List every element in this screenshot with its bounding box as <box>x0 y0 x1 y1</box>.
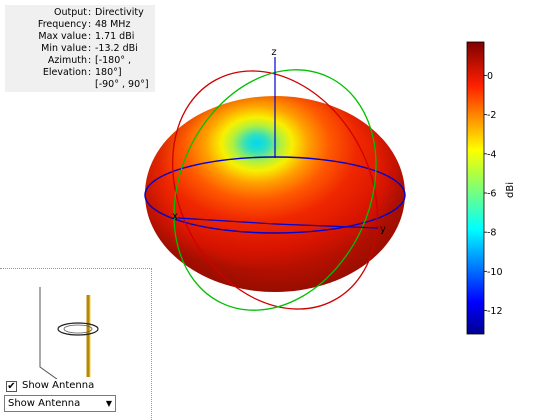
info-row: Azimuth : [-180° , <box>5 55 155 67</box>
info-row: Min value : -13.2 dBi <box>5 43 155 55</box>
info-row: Frequency : 48 MHz <box>5 19 155 31</box>
info-value: 1.71 dBi <box>95 31 135 42</box>
y-axis <box>274 223 379 229</box>
show-antenna-checkbox[interactable]: ✔ <box>6 381 17 392</box>
info-separator: : <box>88 43 92 54</box>
colorbar-tick-label: -10 <box>487 267 503 278</box>
colorbar-unit-label: dBi <box>505 182 516 198</box>
colorbar-tick-label: -8 <box>487 228 496 239</box>
info-value: 180°] <box>95 67 122 78</box>
info-value: 48 MHz <box>95 19 131 30</box>
info-key: Elevation <box>42 67 87 78</box>
info-separator: : <box>88 31 92 42</box>
colorbar-gradient <box>466 41 485 335</box>
info-row: Output : Directivity <box>5 7 155 19</box>
info-row: Elevation : 180°] <box>5 67 155 79</box>
info-value: [-90° , 90°] <box>95 79 149 90</box>
y-axis-label: y <box>380 224 386 235</box>
colorbar-tick-label: -2 <box>487 110 496 121</box>
info-key: Min value <box>41 43 87 54</box>
show-antenna-label: Show Antenna <box>22 380 95 391</box>
antenna-view-dropdown[interactable]: Show Antenna ▼ <box>4 395 116 412</box>
dropdown-selected-value: Show Antenna <box>8 398 81 409</box>
x-axis <box>177 217 276 225</box>
info-key: Azimuth <box>47 55 87 66</box>
info-key: Output <box>54 7 87 18</box>
info-row: [-90° , 90°] <box>5 79 155 91</box>
colorbar-tick-label: -4 <box>487 149 496 160</box>
info-separator: : <box>88 67 92 78</box>
chevron-down-icon: ▼ <box>105 399 112 408</box>
colorbar-tick-label: 0 <box>487 71 493 82</box>
info-panel: Output : Directivity Frequency : 48 MHz … <box>5 5 155 92</box>
colorbar-tick-label: -12 <box>487 306 503 317</box>
yz-plane-circle <box>173 69 377 311</box>
info-value: [-180° , <box>95 55 132 66</box>
xz-plane-circle <box>171 70 379 310</box>
info-key: Max value <box>38 31 87 42</box>
antenna-preview-panel[interactable] <box>0 268 152 420</box>
antenna-preview <box>39 287 99 388</box>
radiation-lobe-shading <box>145 96 405 292</box>
colorbar-ticks: 0 -2 -4 -6 -8 -10 -12 <box>484 71 503 317</box>
info-separator: : <box>88 19 92 30</box>
info-value: -13.2 dBi <box>95 43 138 54</box>
info-value: Directivity <box>95 7 144 18</box>
antenna-loop <box>57 322 99 336</box>
info-separator: : <box>88 7 92 18</box>
info-row: Max value : 1.71 dBi <box>5 31 155 43</box>
colorbar-tick-label: -6 <box>487 188 496 199</box>
x-axis-label: x <box>172 211 178 222</box>
info-separator: : <box>88 55 92 66</box>
info-key: Frequency <box>37 19 87 30</box>
antenna-loop-inner <box>63 324 93 334</box>
z-axis-label: z <box>271 47 276 58</box>
